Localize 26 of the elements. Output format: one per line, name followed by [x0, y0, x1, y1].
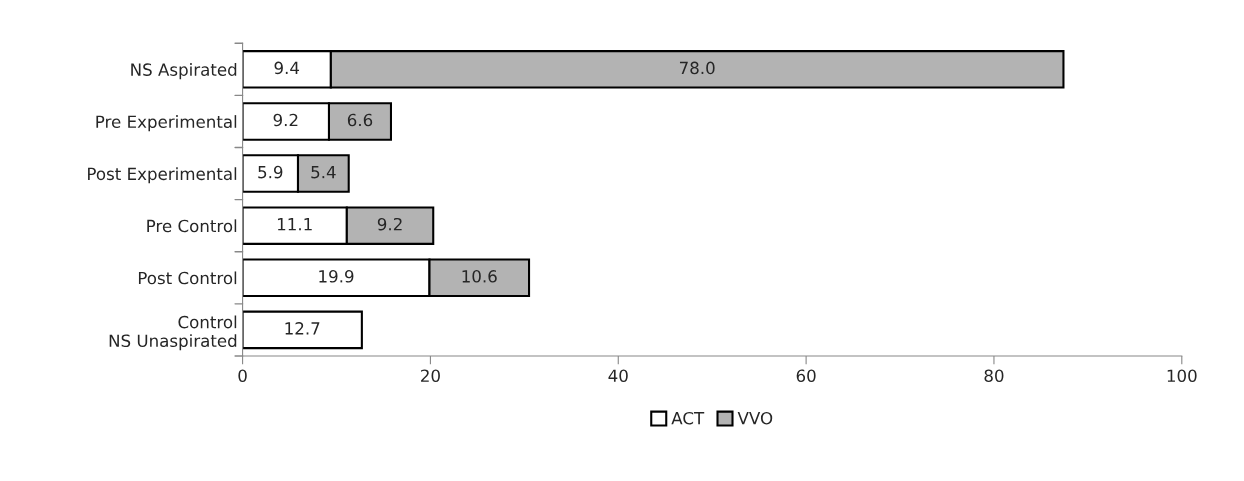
- data-label: 6.6: [347, 113, 373, 127]
- data-label: 78.0: [679, 61, 715, 75]
- y-tick-label: Post Experimental: [88, 167, 237, 184]
- x-tick-label: 40: [608, 369, 628, 383]
- x-tick-label: 100: [1167, 369, 1197, 383]
- y-tick-label: Pre Experimental: [96, 115, 237, 132]
- data-label: 10.6: [462, 270, 497, 283]
- y-tick-label: Post Control: [138, 271, 237, 285]
- x-tick-label: 60: [796, 369, 816, 383]
- y-tick-label: Control NS Unaspirated: [109, 315, 237, 351]
- bar: [242, 310, 363, 350]
- data-label: 9.2: [273, 113, 298, 127]
- data-label: 9.4: [274, 61, 300, 75]
- data-label: 12.7: [285, 322, 320, 335]
- data-label: 5.9: [258, 165, 283, 179]
- legend-label: VVO: [737, 411, 773, 425]
- x-tick-label: 80: [984, 369, 1004, 383]
- data-label: 5.4: [311, 166, 336, 179]
- legend-label: ACT: [671, 411, 705, 425]
- data-label: 9.2: [377, 217, 402, 231]
- x-tick-label: 0: [238, 369, 247, 383]
- y-tick-label: Pre Control: [147, 219, 237, 233]
- y-tick-label: NS Aspirated: [131, 63, 237, 80]
- data-label: 19.9: [319, 270, 354, 283]
- data-label: 11.1: [277, 218, 312, 231]
- x-tick-label: 20: [421, 369, 440, 383]
